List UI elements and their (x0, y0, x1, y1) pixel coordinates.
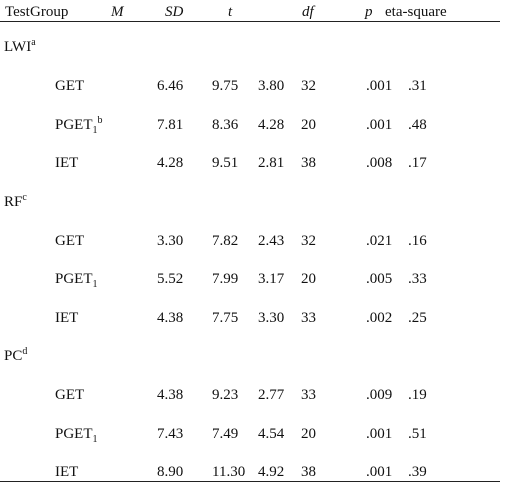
value-cell: 5.52 (157, 271, 184, 287)
header-cell: eta-square (385, 4, 447, 20)
group-name: PGET (55, 425, 93, 442)
group-label: PGET1 (55, 425, 98, 445)
value-cell: 9.51 (212, 155, 239, 171)
group-name: GET (55, 78, 85, 94)
value-cell: .001 (366, 425, 393, 442)
value-cell: 4.28 (157, 155, 184, 171)
group-label: IET (55, 309, 78, 327)
footnote-mark: d (22, 346, 28, 357)
group-label: GET (55, 386, 84, 404)
value-cell: 3.30 (157, 232, 184, 249)
value-cell: 32 (301, 78, 316, 94)
value-cell: 20 (301, 425, 316, 442)
group-label: GET (55, 232, 84, 250)
value-cell: 2.81 (258, 155, 285, 171)
group-name: PGET (55, 116, 93, 133)
value-cell: .39 (408, 464, 427, 480)
group-name: PGET (55, 271, 93, 287)
value-cell: 4.38 (157, 309, 184, 326)
group-label: IET (55, 463, 78, 481)
header-cell: Test (5, 4, 30, 20)
header-rule (0, 21, 500, 22)
value-cell: .001 (366, 116, 393, 133)
group-subscript: 1 (92, 279, 98, 290)
value-cell: 38 (301, 464, 316, 480)
value-cell: .001 (366, 78, 393, 94)
value-cell: .005 (366, 271, 393, 287)
header-cell: t (228, 4, 233, 20)
value-cell: 7.43 (157, 425, 184, 442)
section-name: PC (4, 348, 23, 364)
value-cell: 7.99 (212, 271, 239, 287)
value-cell: 8.90 (157, 464, 184, 480)
value-cell: .009 (366, 387, 393, 403)
group-subscript: 1 (92, 433, 98, 445)
value-cell: 11.30 (212, 464, 246, 480)
header-cell: Group (30, 4, 69, 20)
value-cell: 7.49 (212, 425, 239, 442)
value-cell: .51 (408, 425, 427, 442)
value-cell: 7.81 (157, 116, 184, 133)
value-cell: 8.36 (212, 116, 239, 133)
group-label: PGET1 (55, 270, 98, 290)
value-cell: 20 (301, 271, 316, 287)
value-cell: 33 (301, 387, 316, 403)
value-cell: 4.92 (258, 464, 285, 480)
value-cell: 9.23 (212, 387, 239, 403)
footnote-mark: b (97, 114, 103, 126)
value-cell: .48 (408, 116, 427, 133)
value-cell: 3.30 (258, 309, 285, 326)
group-label: GET (55, 77, 84, 95)
value-cell: 33 (301, 309, 316, 326)
value-cell: .17 (408, 155, 427, 171)
group-label: PGET1b (55, 114, 103, 136)
group-label: IET (55, 154, 78, 172)
value-cell: 6.46 (157, 78, 184, 94)
header-cell: df (302, 4, 314, 20)
footnote-mark: c (22, 191, 27, 203)
section-label: LWIa (4, 38, 36, 56)
value-cell: .16 (408, 232, 427, 249)
value-cell: .33 (408, 271, 427, 287)
header-cell: M (111, 4, 124, 20)
value-cell: 2.43 (258, 232, 285, 249)
group-name: GET (55, 232, 85, 249)
value-cell: .19 (408, 387, 427, 403)
value-cell: 20 (301, 116, 316, 133)
value-cell: 2.77 (258, 387, 285, 403)
value-cell: 9.75 (212, 78, 239, 94)
footnote-mark: a (31, 37, 36, 48)
value-cell: .31 (408, 78, 427, 94)
value-cell: 4.54 (258, 425, 285, 442)
value-cell: 7.75 (212, 309, 239, 326)
value-cell: .25 (408, 309, 427, 326)
section-label: PCd (4, 347, 27, 365)
group-subscript: 1 (92, 124, 98, 136)
value-cell: 7.82 (212, 232, 239, 249)
bottom-rule (0, 481, 500, 482)
value-cell: 32 (301, 232, 316, 249)
header-cell: p (365, 4, 373, 20)
value-cell: 3.80 (258, 78, 285, 94)
group-name: IET (55, 155, 79, 171)
section-label: RFc (4, 191, 27, 211)
group-name: GET (55, 387, 85, 403)
value-cell: .002 (366, 309, 393, 326)
value-cell: .001 (366, 464, 393, 480)
group-name: IET (55, 309, 79, 326)
value-cell: 38 (301, 155, 316, 171)
value-cell: 4.28 (258, 116, 285, 133)
value-cell: 3.17 (258, 271, 285, 287)
section-name: RF (4, 193, 23, 210)
value-cell: .021 (366, 232, 393, 249)
value-cell: 4.38 (157, 387, 184, 403)
header-cell: SD (165, 4, 184, 20)
value-cell: .008 (366, 155, 393, 171)
section-name: LWI (4, 39, 32, 55)
group-name: IET (55, 464, 79, 480)
